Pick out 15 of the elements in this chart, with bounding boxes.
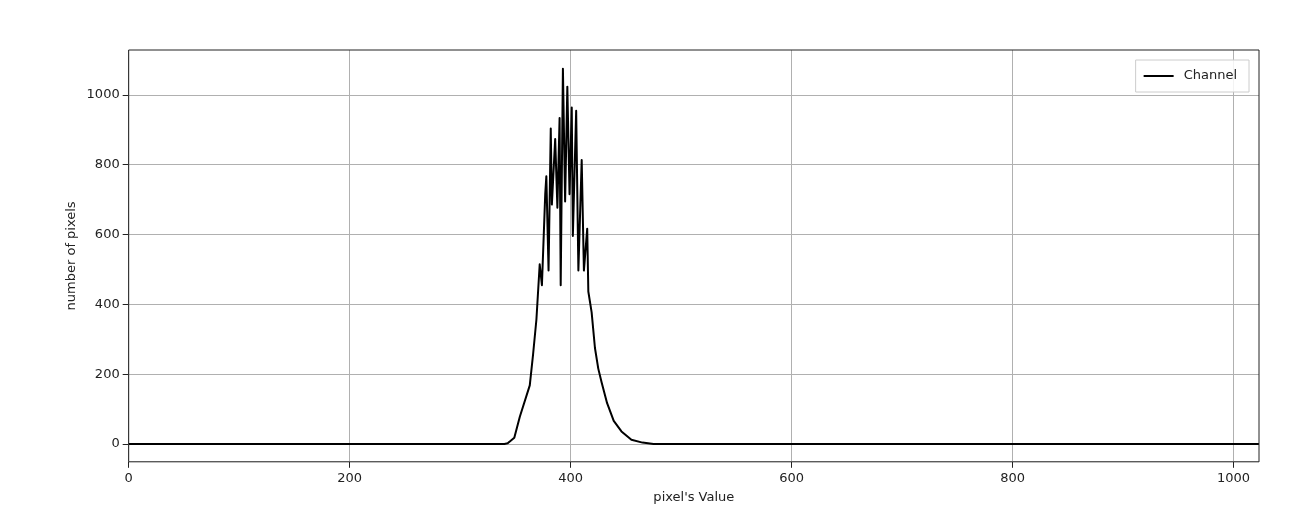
x-tick-label: 0 (124, 469, 133, 485)
y-tick-label: 1000 (86, 86, 120, 102)
y-tick-label: 600 (94, 225, 120, 241)
y-tick-label: 400 (94, 295, 120, 311)
x-tick-label: 1000 (1217, 469, 1251, 485)
x-tick-label: 600 (779, 469, 805, 485)
x-tick-label: 200 (337, 469, 363, 485)
y-tick-label: 0 (111, 435, 120, 451)
x-tick-label: 400 (558, 469, 584, 485)
legend-label: Channel (1183, 67, 1237, 83)
y-tick-label: 200 (94, 365, 120, 381)
x-tick-label: 800 (1000, 469, 1026, 485)
y-tick-label: 800 (94, 156, 120, 172)
y-axis-title: number of pixels (63, 201, 79, 311)
x-axis-title: pixel's Value (653, 488, 735, 504)
